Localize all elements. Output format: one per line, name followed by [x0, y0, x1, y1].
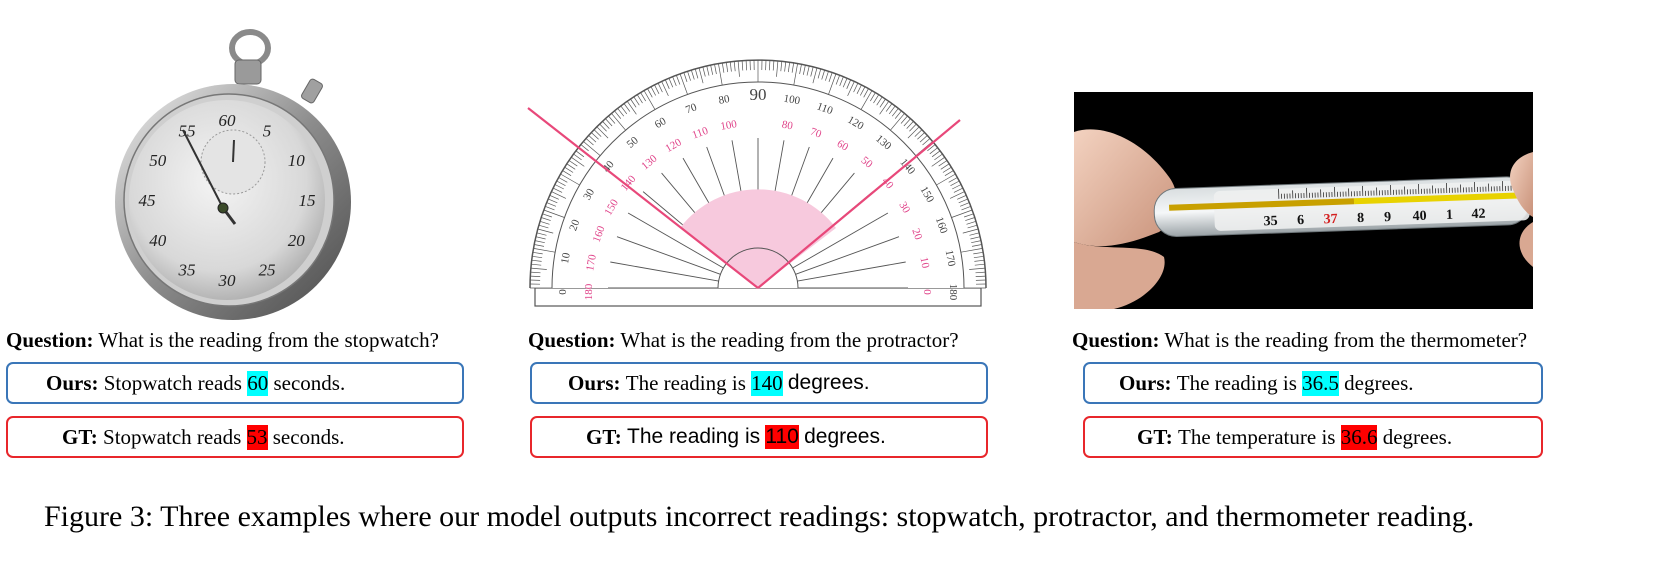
protractor-inner-label: 110	[691, 125, 711, 142]
dial-number: 30	[218, 271, 237, 290]
example-1-ours-box: Ours: Stopwatch reads 60 seconds.	[6, 362, 464, 404]
protractor-arm-right	[757, 119, 961, 289]
ours-label: Ours:	[568, 370, 621, 395]
question-text: What is the reading from the stopwatch?	[98, 328, 439, 352]
example-2-gt-box: GT: The reading is 110 degrees.	[530, 416, 988, 458]
stopwatch-dial-numbers: 55 60 5 10 15 20 25 30 35 40 45 50	[139, 111, 316, 290]
dial-number: 5	[263, 122, 272, 141]
question-label: Question:	[528, 328, 616, 352]
question-text: What is the reading from the protractor?	[620, 328, 959, 352]
protractor-inner-label: 100	[720, 118, 739, 133]
protractor-outer-label: 160	[933, 215, 950, 235]
gt-label: GT:	[62, 424, 98, 449]
protractor-outer-label: 100	[783, 93, 802, 108]
gt-value: 110	[765, 425, 799, 449]
dial-number: 20	[288, 231, 306, 250]
thermometer-scale-label: 6	[1297, 213, 1305, 228]
protractor-inner-label: 0	[921, 289, 933, 295]
protractor-inner-label: 70	[809, 126, 824, 141]
stopwatch-ring	[229, 29, 271, 67]
ours-label: Ours:	[1119, 370, 1172, 395]
example-2-question: Question: What is the reading from the p…	[528, 328, 959, 353]
protractor-outer-label: 110	[815, 100, 835, 117]
protractor-arm-left	[527, 107, 759, 289]
stopwatch-image: 55 60 5 10 15 20 25 30 35 40 45 50	[115, 29, 351, 320]
dial-number: 25	[259, 260, 276, 279]
thermometer-scale-label: 8	[1357, 211, 1365, 226]
gt-label: GT:	[1137, 424, 1173, 449]
thermometer-mercury	[1169, 198, 1355, 211]
example-3-question: Question: What is the reading from the t…	[1072, 328, 1527, 353]
stopwatch-second-hand	[182, 129, 224, 209]
protractor-inner-label: 170	[584, 253, 599, 272]
protractor-inner-label: 20	[909, 227, 924, 242]
protractor-inner-label: 180	[583, 283, 595, 300]
thermometer-scale-label: 35	[1263, 214, 1278, 229]
dial-number: 40	[149, 231, 167, 250]
example-3-gt-box: GT: The temperature is 36.6 degrees.	[1083, 416, 1543, 458]
thermometer-image: 35 6 37 8 9 40 1 42	[1074, 92, 1533, 309]
protractor-inner-label: 10	[918, 256, 932, 269]
dial-number: 10	[288, 151, 306, 170]
dial-number: 60	[219, 111, 237, 130]
protractor-inner-label: 80	[781, 119, 794, 133]
figure-caption: Figure 3: Three examples where our model…	[44, 500, 1475, 533]
example-1-question: Question: What is the reading from the s…	[6, 328, 439, 353]
protractor-outer-label: 180	[947, 284, 959, 301]
gt-label: GT:	[586, 424, 622, 449]
gt-value: 53	[246, 424, 268, 450]
protractor-center-sector	[680, 189, 836, 288]
gt-value: 36.6	[1340, 424, 1378, 450]
stopwatch-face	[129, 100, 325, 300]
stopwatch-crown	[234, 59, 262, 85]
example-1-gt-box: GT: Stopwatch reads 53 seconds.	[6, 416, 464, 458]
protractor-inner-label: 160	[591, 224, 608, 244]
example-3-ours-box: Ours: The reading is 36.5 degrees.	[1083, 362, 1543, 404]
dial-number: 50	[149, 151, 167, 170]
thermometer-scale-label: 40	[1412, 209, 1427, 224]
dial-number: 15	[299, 191, 316, 210]
question-text: What is the reading from the thermometer…	[1164, 328, 1528, 352]
ours-value: 60	[247, 370, 269, 396]
protractor-base	[534, 287, 982, 307]
protractor-outer-label: 10	[559, 251, 573, 264]
protractor-outer-label: 80	[718, 93, 731, 107]
thermometer-tube: 35 6 37 8 9 40 1 42	[1153, 176, 1530, 237]
right-hand	[1510, 152, 1533, 217]
thermometer-scale-label: 42	[1471, 207, 1486, 222]
protractor-outer-label: 70	[684, 101, 699, 116]
thermometer-scale-label: 37	[1323, 212, 1338, 227]
thermometer-scale-label: 1	[1446, 208, 1454, 223]
ours-value: 36.5	[1302, 370, 1339, 396]
question-label: Question:	[1072, 328, 1160, 352]
dial-number: 35	[178, 260, 196, 279]
example-2-ours-box: Ours: The reading is 140 degrees.	[530, 362, 988, 404]
ours-value: 140	[751, 370, 783, 396]
question-label: Question:	[6, 328, 94, 352]
protractor-outer-label: 0	[557, 289, 569, 295]
dial-number: 45	[139, 191, 156, 210]
thermometer-scale-label: 9	[1384, 210, 1392, 225]
ours-label: Ours:	[46, 370, 99, 395]
left-hand	[1074, 129, 1177, 247]
dial-number: 55	[179, 122, 196, 141]
protractor-outer-label: 20	[567, 218, 582, 233]
protractor-outer-label: 170	[943, 249, 958, 268]
protractor-outer-label: 90	[750, 85, 767, 104]
